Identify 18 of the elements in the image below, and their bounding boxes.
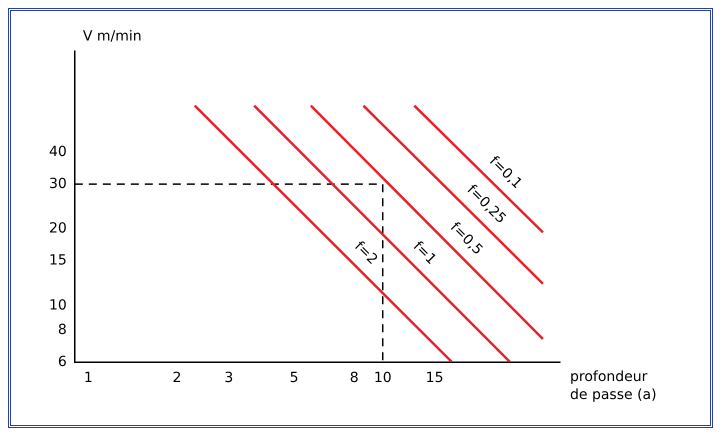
y-axis-title: V m/min — [82, 28, 142, 45]
text: f=2 — [351, 238, 381, 268]
x-tick-label: 1 — [84, 370, 93, 386]
y-tick-label: 20 — [48, 220, 67, 237]
x-tick-label: 5 — [290, 370, 299, 386]
x-tick-label: 2 — [172, 370, 182, 386]
x-tick-label: 15 — [426, 370, 444, 386]
y-tick-label: 30 — [48, 176, 67, 192]
text: f=1 — [410, 238, 440, 268]
x-tick-label: 3 — [224, 370, 234, 386]
x-tick-label: 10 — [374, 370, 392, 386]
y-tick-label: 8 — [58, 322, 67, 338]
x-tick-label: 8 — [350, 370, 359, 386]
y-tick-label: 15 — [48, 252, 67, 268]
y-tick-label: 40 — [48, 144, 67, 160]
x-axis-title: profondeur de passe (a) — [570, 368, 657, 403]
y-tick-label: 6 — [58, 354, 67, 370]
y-tick-label: 10 — [48, 297, 67, 314]
